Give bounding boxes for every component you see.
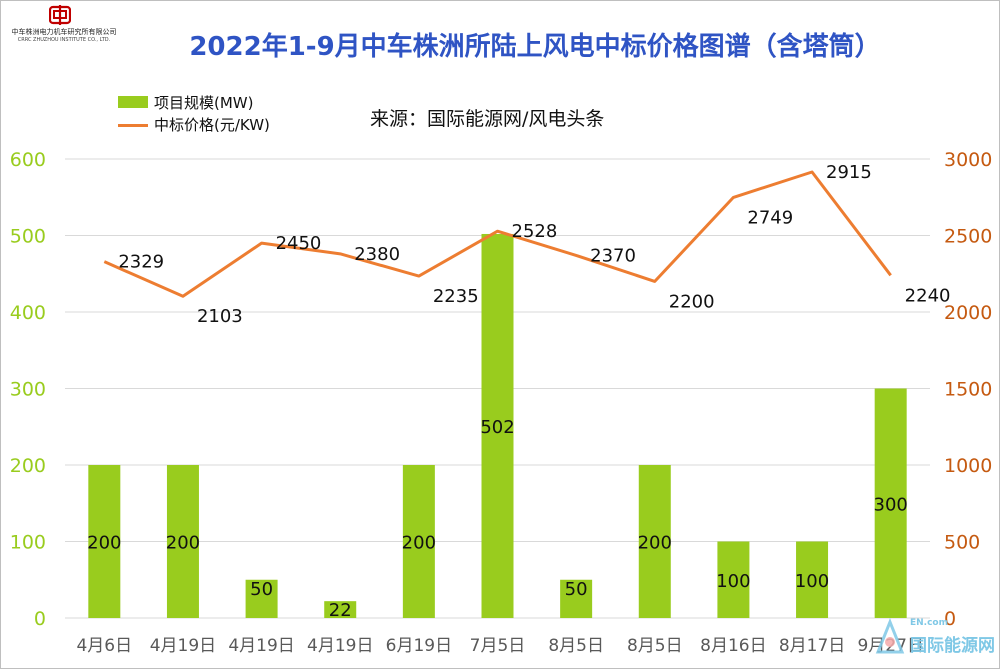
bar-value-label: 200	[402, 533, 436, 554]
bar-labels: 200 200 50 22 200 502 50 200 100 100 300	[87, 417, 908, 621]
watermark-en: EN.com	[910, 618, 948, 628]
right-tick-label: 3000	[944, 149, 992, 171]
watermark-cn: 国际能源网	[910, 636, 995, 656]
line-value-label: 2329	[118, 252, 164, 273]
bar-value-label: 100	[716, 571, 750, 592]
right-tick-label: 1500	[944, 379, 992, 401]
left-tick-label: 500	[10, 226, 46, 248]
watermark: EN.com 国际能源网	[872, 618, 995, 662]
line-value-label: 2915	[826, 162, 872, 183]
x-tick-label: 8月17日	[779, 636, 845, 656]
logo-name-en: CRRC ZHUZHOU INSTITUTE CO., LTD.	[17, 37, 111, 43]
x-tick-label: 4月6日	[76, 636, 132, 656]
price-line-path	[103, 170, 892, 298]
bar-value-label: 100	[795, 571, 829, 592]
x-tick-label: 4月19日	[228, 636, 294, 656]
left-tick-label: 600	[10, 149, 46, 171]
legend-line-swatch	[118, 124, 148, 127]
crrc-logo-icon	[49, 5, 71, 25]
right-tick-label: 2000	[944, 302, 992, 324]
bar	[796, 541, 829, 618]
company-logo: 中车株洲电力机车研究所有限公司 CRRC ZHUZHOU INSTITUTE C…	[4, 4, 117, 52]
right-tick-label: 2500	[944, 226, 992, 248]
logo-name-cn: 中车株洲电力机车研究所有限公司	[11, 28, 117, 36]
bars	[88, 233, 907, 618]
left-tick-label: 400	[10, 302, 46, 324]
bar	[166, 465, 199, 618]
right-tick-label: 1000	[944, 455, 992, 477]
bar	[717, 541, 750, 618]
x-tick-label: 7月5日	[470, 636, 526, 656]
source-note: 来源：国际能源网/风电头条	[370, 108, 605, 130]
chart-title: 2022年1-9月中车株洲所陆上风电中标价格图谱（含塔筒）	[189, 32, 881, 62]
right-axis-ticks: 0 500 1000 1500 2000 2500 3000	[944, 149, 992, 630]
right-tick-label: 500	[944, 532, 980, 554]
line-value-label: 2235	[433, 286, 479, 307]
line-value-label: 2103	[197, 306, 243, 327]
x-tick-label: 6月19日	[386, 636, 452, 656]
left-tick-label: 100	[10, 532, 46, 554]
x-tick-label: 8月16日	[700, 636, 766, 656]
bar-value-label: 200	[87, 533, 121, 554]
bar-value-label: 200	[166, 533, 200, 554]
watermark-logo-icon	[875, 618, 905, 654]
legend-bar-swatch	[118, 96, 148, 108]
bar	[245, 579, 278, 618]
line-value-label: 2200	[669, 291, 715, 312]
left-tick-label: 0	[34, 608, 46, 630]
line-value-label: 2450	[276, 233, 322, 254]
line-value-label: 2370	[590, 245, 636, 266]
bar-value-label: 50	[250, 579, 273, 600]
line-value-label: 2749	[747, 207, 793, 228]
left-tick-label: 200	[10, 455, 46, 477]
bar	[874, 388, 907, 618]
x-axis-ticks: 4月6日 4月19日 4月19日 4月19日 6月19日 7月5日 8月5日 8月5日 8月16…	[76, 636, 923, 656]
left-axis-ticks: 0 100 200 300 400 500 600	[10, 149, 46, 630]
bar-value-label: 502	[480, 417, 514, 438]
line-labels: 2329 2103 2450 2380 2235 2528 2370 2200 2749 2915…	[118, 162, 950, 327]
bar	[88, 465, 121, 618]
x-tick-label: 8月5日	[627, 636, 683, 656]
left-tick-label: 300	[10, 379, 46, 401]
bar	[481, 233, 514, 618]
right-tick-label: 0	[944, 608, 956, 630]
line-value-label: 2240	[905, 285, 951, 306]
legend-line-label: 中标价格(元/KW)	[154, 116, 270, 134]
bar-value-label: 200	[638, 533, 672, 554]
x-tick-label: 8月5日	[548, 636, 604, 656]
legend-bar-label: 项目规模(MW)	[154, 94, 254, 112]
bar	[402, 465, 435, 618]
bar-value-label: 300	[874, 494, 908, 515]
bar	[560, 579, 593, 618]
line-value-label: 2528	[512, 221, 558, 242]
line-value-label: 2380	[354, 244, 400, 265]
x-tick-label: 4月19日	[307, 636, 373, 656]
bar	[638, 465, 671, 618]
price-line	[103, 170, 892, 298]
bar-value-label: 22	[329, 600, 352, 621]
bar-value-label: 50	[565, 579, 588, 600]
bar	[324, 601, 357, 618]
x-tick-label: 4月19日	[150, 636, 216, 656]
